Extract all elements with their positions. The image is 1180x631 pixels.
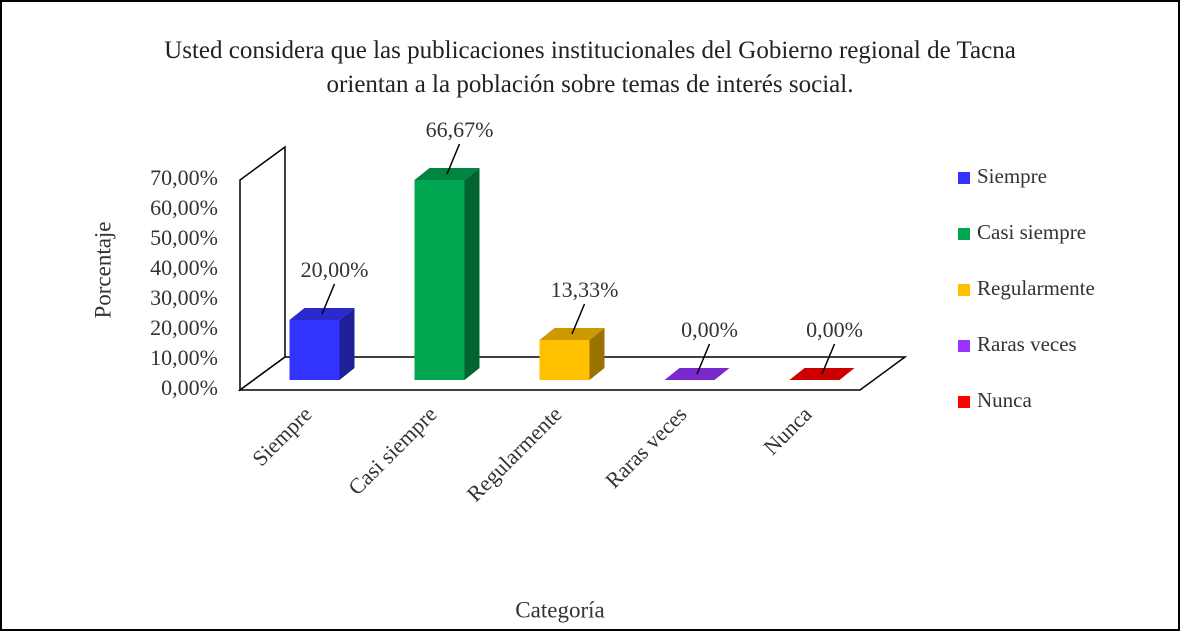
label-leader [446,143,461,175]
y-tick-label: 20,00% [150,315,218,340]
y-tick-label: 0,00% [161,375,218,400]
bar-side [464,167,480,380]
y-tick-label: 30,00% [150,285,218,310]
label-leader [571,303,586,335]
bar-side [339,308,355,380]
legend-label: Casi siempre [977,220,1086,244]
y-tick-label: 60,00% [150,195,218,220]
back-wall [239,145,286,392]
chart-title: Usted considera que las publicaciones in… [164,37,1016,98]
x-axis-title: Categoría [515,597,604,622]
data-label: 66,67% [426,117,494,142]
bar [539,340,590,380]
legend-label: Raras veces [977,332,1077,356]
legend-swatch [958,172,970,184]
legend-label: Regularmente [977,276,1095,300]
y-axis-title: Porcentaje [90,221,115,318]
legend-swatch [958,340,970,352]
bar [289,320,340,380]
legend-swatch [958,284,970,296]
y-tick-label: 50,00% [150,225,218,250]
data-label: 13,33% [551,277,619,302]
data-label: 0,00% [681,317,738,342]
bar-side [589,328,605,380]
y-tick-label: 40,00% [150,255,218,280]
label-leader [696,343,711,375]
data-label: 0,00% [806,317,863,342]
y-tick-label: 70,00% [150,165,218,190]
legend-label: Nunca [977,388,1032,412]
y-tick-label: 10,00% [150,345,218,370]
label-leader [321,283,336,315]
bar [414,179,465,380]
legend-swatch [958,228,970,240]
data-label: 20,00% [301,257,369,282]
legend-label: Siempre [977,164,1047,188]
label-leader [821,343,836,375]
legend-swatch [958,396,970,408]
